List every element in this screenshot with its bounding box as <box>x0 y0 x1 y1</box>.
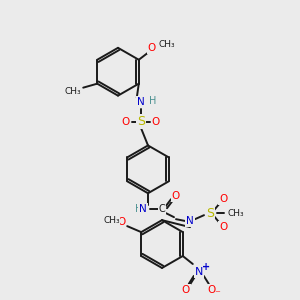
Text: +: + <box>202 262 210 272</box>
Text: N: N <box>195 267 203 277</box>
Text: O: O <box>219 194 227 204</box>
Text: O: O <box>117 217 125 227</box>
Text: H: H <box>135 204 142 214</box>
Text: S: S <box>137 115 145 128</box>
Text: O: O <box>182 285 190 295</box>
Text: O: O <box>148 43 156 53</box>
Text: N: N <box>137 97 145 106</box>
Text: N: N <box>186 216 194 226</box>
Text: CH₃: CH₃ <box>159 40 176 49</box>
Text: H: H <box>149 96 156 106</box>
Text: C: C <box>159 204 165 214</box>
Text: CH₃: CH₃ <box>227 209 244 218</box>
Text: O: O <box>219 222 227 232</box>
Text: N: N <box>139 204 147 214</box>
Text: CH₃: CH₃ <box>103 216 120 225</box>
Text: O: O <box>152 116 160 127</box>
Text: ⁻: ⁻ <box>214 289 220 299</box>
Text: S: S <box>206 207 214 220</box>
Text: O: O <box>208 285 216 295</box>
Text: O: O <box>172 191 180 201</box>
Text: CH₃: CH₃ <box>64 87 81 96</box>
Text: O: O <box>122 116 130 127</box>
